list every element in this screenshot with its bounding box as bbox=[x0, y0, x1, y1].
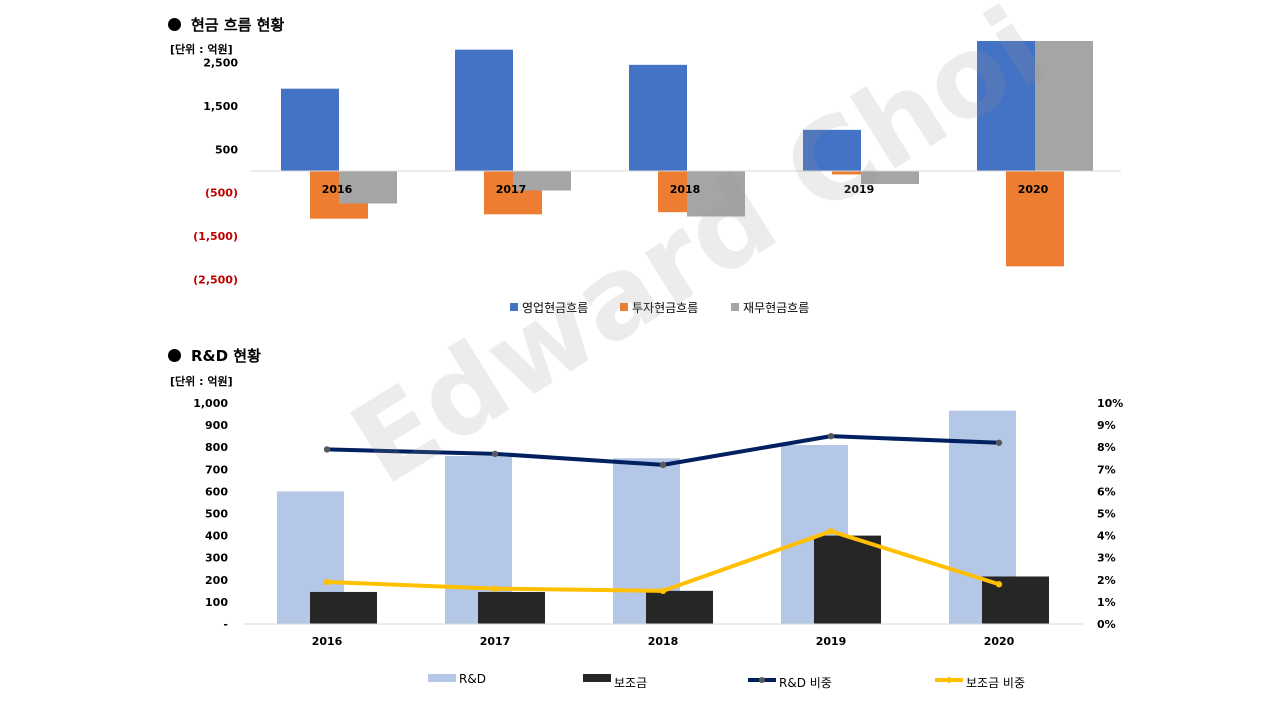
point-subsidy-ratio bbox=[995, 581, 1003, 588]
bar-영업현금흐름 bbox=[803, 129, 861, 171]
y2-tick-label: 3% bbox=[1097, 552, 1116, 565]
bar-재무현금흐름 bbox=[861, 171, 919, 184]
cashflow-unit-label: [단위 : 억원] bbox=[170, 43, 233, 56]
y2-tick-label: 7% bbox=[1097, 463, 1116, 476]
point-rnd-ratio bbox=[323, 446, 331, 453]
y2-tick-label: 4% bbox=[1097, 530, 1116, 543]
rnd-title-text: R&D 현황 bbox=[191, 347, 261, 365]
bar-영업현금흐름 bbox=[977, 41, 1035, 171]
y2-tick-label: 0% bbox=[1097, 618, 1116, 631]
legend-marker bbox=[946, 677, 952, 683]
rnd-unit-label: [단위 : 억원] bbox=[170, 375, 233, 388]
legend-label: 재무현금흐름 bbox=[743, 301, 809, 315]
x-tick-label: 2018 bbox=[670, 183, 701, 196]
y2-tick-label: 10% bbox=[1097, 397, 1123, 410]
bar-재무현금흐름 bbox=[1035, 41, 1093, 171]
bar-subsidy bbox=[814, 535, 881, 624]
x-tick-label: 2017 bbox=[496, 183, 527, 196]
legend-label: R&D 비중 bbox=[779, 676, 832, 690]
x-tick-label: 2020 bbox=[1018, 183, 1049, 196]
y-tick-label: 200 bbox=[205, 574, 228, 587]
bullet-icon bbox=[168, 18, 181, 31]
point-rnd-ratio bbox=[659, 461, 667, 469]
legend-marker bbox=[759, 677, 765, 683]
x-tick-label: 2019 bbox=[844, 183, 875, 196]
legend-swatch bbox=[510, 303, 518, 311]
point-subsidy-ratio bbox=[659, 587, 667, 595]
x-tick-label: 2016 bbox=[312, 635, 343, 648]
y2-tick-label: 9% bbox=[1097, 419, 1116, 432]
bullet-icon bbox=[168, 349, 181, 362]
y-tick-label: - bbox=[223, 618, 228, 631]
y-tick-label: 500 bbox=[205, 508, 228, 521]
legend-swatch bbox=[620, 303, 628, 311]
y2-tick-label: 8% bbox=[1097, 441, 1116, 454]
y-tick-label: 700 bbox=[205, 463, 228, 476]
y2-tick-label: 6% bbox=[1097, 485, 1116, 498]
cashflow-section-title: 현금 흐름 현황 bbox=[168, 14, 284, 35]
y-tick-label: 1,000 bbox=[193, 397, 228, 410]
y-tick-label: 800 bbox=[205, 441, 228, 454]
y2-tick-label: 1% bbox=[1097, 596, 1116, 609]
cashflow-chart: 2,500 1,500 500 (500) (1,500) (2,500) 2016 2017… bbox=[193, 41, 1121, 315]
legend-swatch bbox=[428, 674, 456, 682]
y-tick-label: 900 bbox=[205, 419, 228, 432]
y2-tick-label: 2% bbox=[1097, 574, 1116, 587]
y-tick-label: 1,500 bbox=[203, 100, 238, 113]
bar-영업현금흐름 bbox=[455, 49, 513, 171]
y-tick-label: (1,500) bbox=[193, 230, 238, 243]
x-tick-label: 2016 bbox=[322, 183, 353, 196]
bar-재무현금흐름 bbox=[687, 171, 745, 217]
point-subsidy-ratio bbox=[491, 585, 499, 592]
legend-swatch bbox=[583, 674, 611, 682]
legend-label: 투자현금흐름 bbox=[632, 301, 698, 315]
legend-label: 영업현금흐름 bbox=[522, 301, 588, 315]
point-rnd-ratio bbox=[491, 450, 499, 458]
y-tick-label: (2,500) bbox=[193, 273, 238, 286]
x-tick-label: 2017 bbox=[480, 635, 511, 648]
y-tick-label: 100 bbox=[205, 596, 228, 609]
bar-영업현금흐름 bbox=[629, 64, 687, 171]
bar-투자현금흐름 bbox=[1006, 171, 1064, 267]
cashflow-title-text: 현금 흐름 현황 bbox=[191, 16, 285, 34]
point-subsidy-ratio bbox=[323, 578, 331, 586]
y-tick-label: 500 bbox=[215, 143, 238, 156]
bar-영업현금흐름 bbox=[281, 88, 339, 171]
bar-subsidy bbox=[646, 590, 713, 624]
x-tick-label: 2020 bbox=[984, 635, 1015, 648]
x-tick-label: 2019 bbox=[816, 635, 847, 648]
x-tick-label: 2018 bbox=[648, 635, 679, 648]
rnd-section-title: R&D 현황 bbox=[168, 345, 261, 366]
point-rnd-ratio bbox=[995, 439, 1003, 446]
point-rnd-ratio bbox=[827, 432, 835, 440]
point-subsidy-ratio bbox=[827, 527, 835, 535]
legend-swatch bbox=[731, 303, 739, 311]
bar-subsidy bbox=[310, 591, 377, 624]
y2-tick-label: 5% bbox=[1097, 508, 1116, 521]
bar-재무현금흐름 bbox=[513, 171, 571, 191]
y-tick-label: 600 bbox=[205, 485, 228, 498]
y-tick-label: 300 bbox=[205, 552, 228, 565]
legend-label: R&D bbox=[459, 672, 486, 686]
legend-label: 보조금 비중 bbox=[966, 676, 1025, 690]
legend-label: 보조금 bbox=[614, 676, 647, 690]
bar-재무현금흐름 bbox=[339, 171, 397, 204]
bar-subsidy bbox=[478, 591, 545, 624]
y-tick-label: (500) bbox=[205, 187, 238, 200]
y-tick-label: 2,500 bbox=[203, 57, 238, 70]
y-tick-label: 400 bbox=[205, 530, 228, 543]
